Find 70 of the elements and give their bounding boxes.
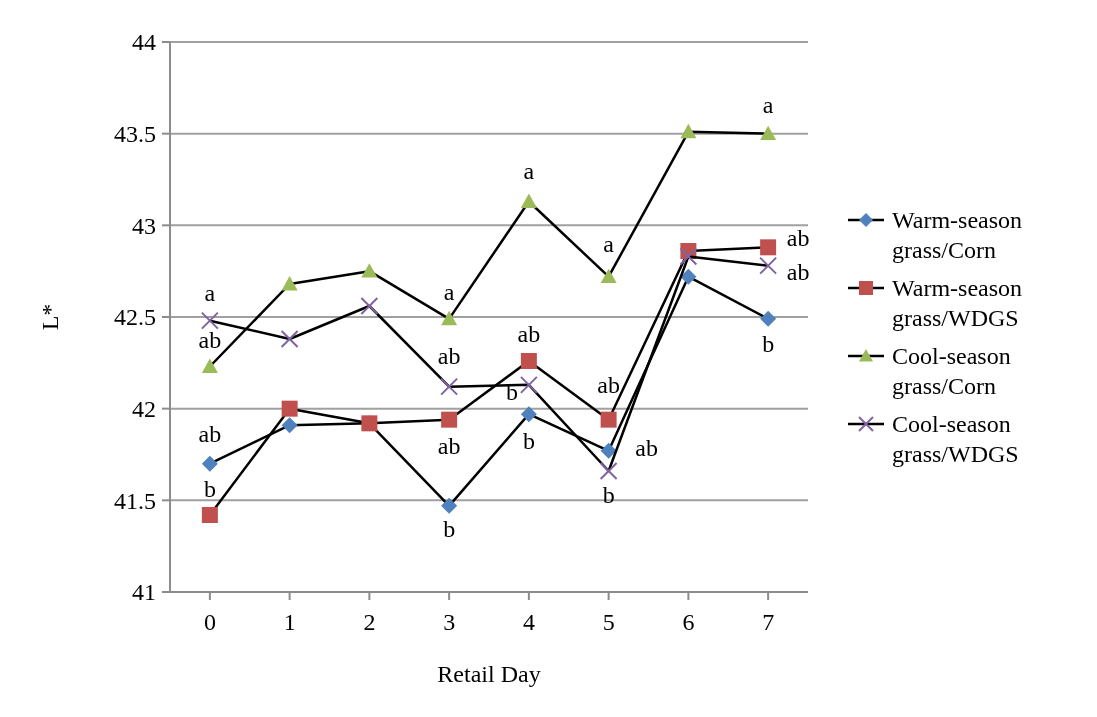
point (680, 268, 697, 285)
point (281, 400, 298, 417)
x-tick-label: 6 (682, 609, 695, 635)
annotation: b (203, 476, 216, 503)
annotation: b (762, 331, 775, 358)
annotation: ab (437, 433, 461, 460)
point (760, 239, 777, 256)
point (280, 330, 299, 348)
annotation: a (523, 157, 535, 184)
point (200, 311, 219, 330)
y-tick-label: 41.5 (114, 487, 156, 514)
x-axis-title: Retail Day (437, 661, 541, 687)
point (599, 462, 618, 480)
x-tick-label: 2 (363, 609, 376, 635)
point (520, 353, 537, 369)
annotation: a (443, 279, 455, 306)
point (600, 411, 617, 428)
x-tick-label: 0 (203, 609, 216, 635)
point (441, 497, 458, 514)
point (519, 375, 538, 394)
point (600, 268, 617, 284)
point (361, 263, 378, 278)
y-tick-label: 43 (132, 212, 156, 239)
legend-label: Warm-season grass/Corn (892, 207, 1023, 264)
point (520, 406, 537, 423)
annotation: b (443, 516, 456, 543)
annotation: b (505, 379, 518, 406)
annotation: ab (198, 326, 222, 353)
point (520, 193, 537, 208)
point (440, 377, 459, 396)
point (679, 247, 698, 266)
annotation: ab (437, 343, 461, 370)
point (201, 358, 218, 373)
annotation: ab (198, 421, 222, 448)
legend-label: Cool-season grass/Corn (892, 343, 1011, 400)
annotation: ab (635, 435, 658, 462)
y-tick-label: 41 (132, 579, 156, 606)
y-tick-label: 42.5 (114, 304, 156, 331)
point (441, 310, 458, 326)
annotation: b (522, 427, 535, 454)
x-tick-label: 4 (522, 609, 535, 635)
x-tick-label: 1 (283, 609, 296, 635)
point (281, 417, 298, 434)
annotation: b (602, 482, 615, 509)
point (760, 310, 777, 327)
annotation: a (603, 231, 615, 258)
x-tick-label: 3 (443, 609, 456, 635)
annotation: a (204, 280, 216, 307)
point (441, 411, 458, 428)
x-tick-label: 5 (602, 609, 615, 635)
point (281, 276, 298, 291)
y-tick-label: 42 (132, 396, 156, 423)
point (680, 123, 697, 139)
y-tick-label: 44 (132, 29, 156, 56)
legend-label: Warm-season grass/WDGS (892, 275, 1023, 332)
annotation: a (762, 92, 774, 119)
point (600, 442, 617, 459)
y-axis-title: L* (37, 303, 63, 331)
annotation: ab (597, 372, 620, 399)
point (201, 455, 218, 472)
point (201, 507, 218, 523)
point (759, 256, 778, 275)
legend-label: Cool-season grass/WDGS (892, 411, 1019, 468)
annotation: ab (786, 224, 810, 251)
point (360, 297, 379, 315)
annotation: ab (517, 321, 541, 348)
x-tick-label: 7 (762, 609, 775, 635)
point (760, 125, 777, 141)
y-tick-label: 43.5 (114, 121, 156, 148)
annotation: ab (786, 259, 810, 286)
